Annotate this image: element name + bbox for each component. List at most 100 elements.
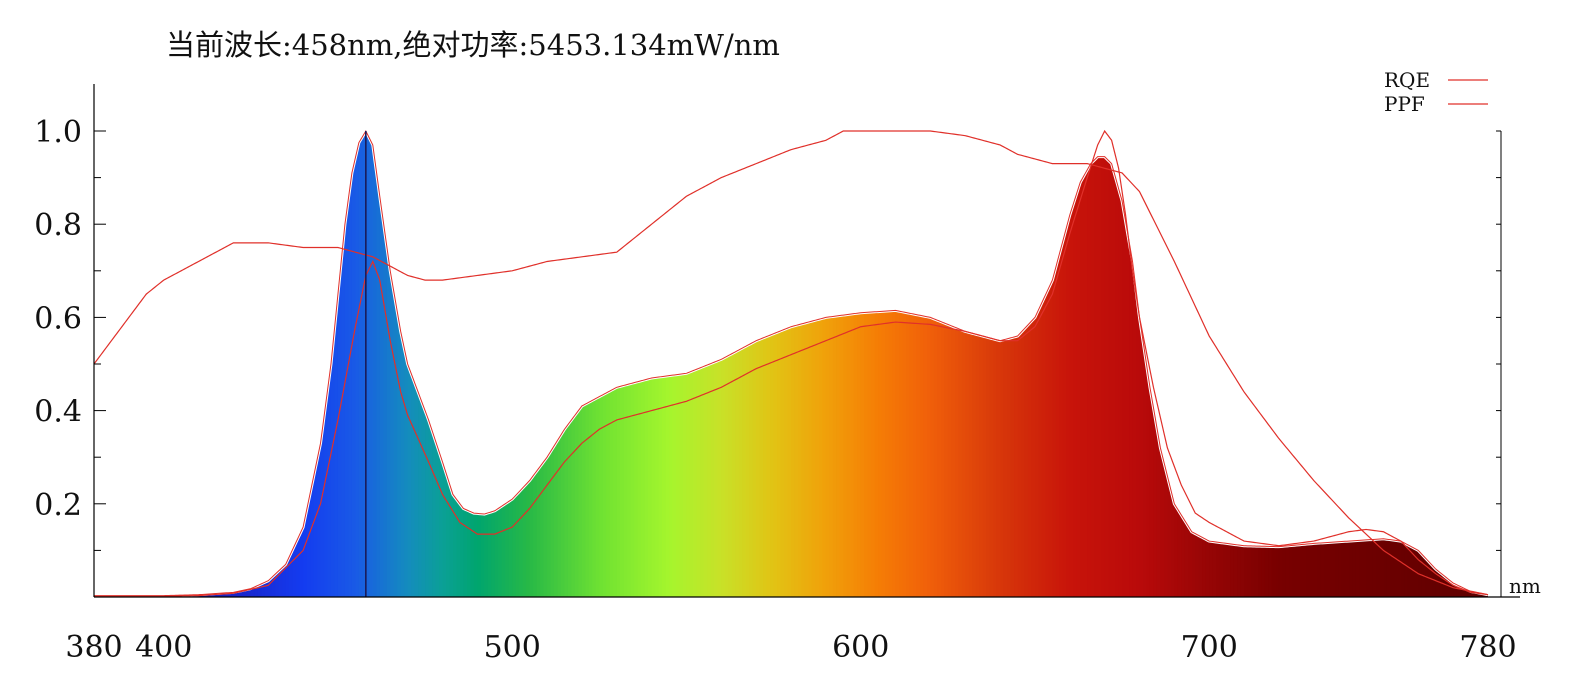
spectrum-band [477,131,482,597]
spectrum-band [1481,131,1486,597]
spectrum-band [644,131,649,597]
spectrum-band [811,131,816,597]
spectrum-band [745,131,750,597]
spectrum-band [797,131,803,597]
y-tick-label: 1.0 [34,115,82,150]
spectrum-band [599,131,604,597]
spectrum-band [923,131,928,597]
spectrum-band [839,131,844,597]
spectrum-band [337,131,343,597]
spectrum-band [606,131,611,597]
spectrum-band [1366,131,1371,597]
spectrum-band [1379,131,1385,597]
spectrum-band [1372,131,1378,597]
spectrum-band [773,131,778,597]
spectrum-band [1331,131,1336,597]
spectrum-band [682,131,688,597]
spectrum-band [1251,131,1256,597]
spectrum-band [815,131,820,597]
spectrum-band [1467,131,1472,597]
spectrum-band [972,131,977,597]
spectrum-band [1118,131,1123,597]
spectrum-band [1292,131,1297,597]
spectrum-band [118,131,123,597]
spectrum-band [264,131,269,597]
spectrum-band [686,131,691,597]
spectrum-band [195,131,200,597]
spectrum-band [202,131,207,597]
spectrum-band [296,131,301,597]
spectrum-band [1031,131,1036,597]
spectrum-band [550,131,555,597]
spectrum-band [749,131,754,597]
spectrum-band [564,131,569,597]
spectrum-band [425,131,430,597]
spectrum-band [1237,131,1242,597]
spectrum-band [135,131,140,597]
spectrum-band [167,131,172,597]
spectrum-band [926,131,931,597]
spectrum-band [1411,131,1416,597]
spectrum-band [581,131,586,597]
spectrum-band [679,131,684,597]
spectrum-band [536,131,541,597]
spectrum-band [609,131,614,597]
legend-label-ppf: PPF [1384,92,1425,116]
spectrum-band [993,131,998,597]
spectrum-band [655,131,660,597]
spectrum-band [320,131,325,597]
spectrum-band [930,131,935,597]
spectrum-band [470,131,475,597]
spectrum-band [1059,131,1064,597]
spectrum-band [386,131,391,597]
spectrum-band [843,131,848,597]
spectrum-band [1021,131,1026,597]
spectrum-band [1463,131,1468,597]
spectrum-band [271,131,276,597]
spectrum-band [1362,131,1367,597]
spectrum-band [107,131,113,597]
spectrum-band [292,131,297,597]
spectrum-band [627,131,632,597]
spectrum-band [648,131,653,597]
legend-label-rqe: RQE [1384,68,1430,92]
spectrum-band [261,131,266,597]
spectrum-band [961,131,966,597]
spectrum-band [181,131,186,597]
spectrum-band [763,131,768,597]
spectrum-band [899,131,904,597]
spectrum-band [128,131,133,597]
spectrum-band [1034,131,1040,597]
spectrum-band [1156,131,1161,597]
spectrum-band [449,131,454,597]
spectrum-band [1132,131,1137,597]
spectrum-band [944,131,949,597]
spectrum-band [1407,131,1412,597]
spectrum-band [1359,131,1364,597]
spectrum-band [634,131,639,597]
spectrum-band [1369,131,1374,597]
spectrum-band [1404,131,1409,597]
spectrum-band [902,131,907,597]
spectrum-band [306,131,311,597]
spectrum-band [1453,131,1458,597]
x-tick-label: 700 [1181,630,1238,665]
spectrum-band [808,131,813,597]
spectrum-band [432,131,437,597]
spectrum-band [700,131,705,597]
spectrum-band [1230,131,1235,597]
spectrum-band [1174,131,1179,597]
spectrum-band [254,131,259,597]
spectrum-band [676,131,681,597]
spectrum-band [860,131,865,597]
spectrum-band [836,131,841,597]
spectrum-band [250,131,255,597]
spectrum-band [268,131,273,597]
spectrum-band [407,131,412,597]
spectrum-band [1435,131,1440,597]
spectrum-band [501,131,506,597]
spectrum-band [689,131,695,597]
spectrum-band [1470,131,1475,597]
spectrum-band [491,131,496,597]
spectrum-band [982,131,987,597]
